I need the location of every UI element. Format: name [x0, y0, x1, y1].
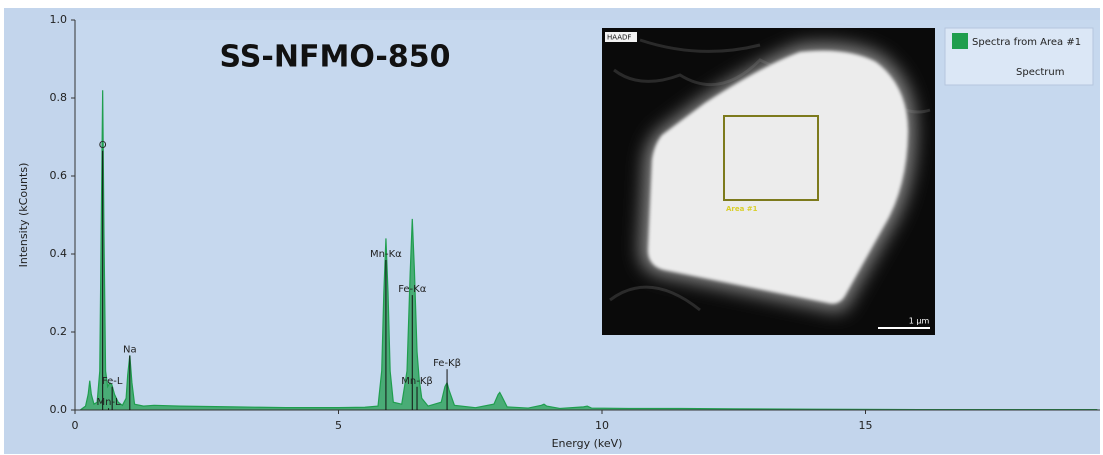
legend-swatch: [952, 33, 968, 49]
peak-label: Fe-Kα: [398, 284, 427, 295]
peak-label: O: [99, 140, 107, 151]
y-tick-label: 0.8: [50, 91, 68, 104]
peak-label: Na: [123, 345, 137, 356]
area-label: Area #1: [726, 205, 758, 213]
x-tick-label: 5: [335, 419, 342, 432]
x-tick-label: 0: [72, 419, 79, 432]
inset-label: HAADF: [607, 34, 631, 42]
x-axis-label: Energy (keV): [552, 437, 623, 450]
chart: 0.0 0.2 0.4 0.6 0.8 1.0 0 5 10 15 O Fe-L Mn-L Na Mn-Kα…: [0, 0, 1103, 455]
x-tick-label: 10: [595, 419, 609, 432]
x-tick-label: 15: [858, 419, 872, 432]
peak-label: Fe-L: [102, 376, 123, 387]
y-tick-label: 0.2: [50, 325, 68, 338]
legend-label: Spectra from Area #1: [972, 37, 1081, 48]
y-tick-label: 0.0: [50, 403, 68, 416]
inset-image: Area #1 HAADF 1 µm: [602, 28, 935, 335]
legend-group: Spectrum: [1016, 67, 1064, 78]
legend: Spectra from Area #1 Spectrum: [945, 28, 1093, 85]
peak-label: Fe-Kβ: [433, 358, 461, 369]
y-tick-label: 0.4: [50, 247, 68, 260]
peak-label: Mn-Kβ: [401, 376, 433, 387]
peak-label: Mn-L: [96, 397, 121, 408]
y-tick-label: 0.6: [50, 169, 68, 182]
chart-title: SS-NFMO-850: [220, 40, 451, 75]
scale-label: 1 µm: [909, 317, 930, 326]
y-tick-label: 1.0: [50, 13, 68, 26]
peak-label: Mn-Kα: [370, 249, 402, 260]
y-axis-label: Intensity (kCounts): [17, 163, 30, 268]
